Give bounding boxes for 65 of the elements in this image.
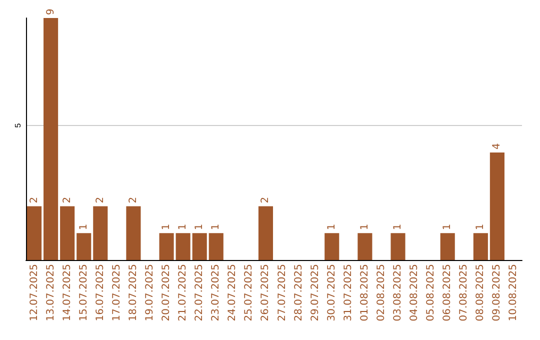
bar — [208, 233, 224, 260]
bar — [44, 18, 58, 260]
bar — [60, 206, 75, 260]
x-tick-label: 06.08.2025 — [442, 264, 454, 322]
x-tick-label: 23.07.2025 — [210, 264, 222, 322]
data-label: 2 — [94, 196, 106, 204]
x-tick-label: 17.07.2025 — [111, 264, 122, 322]
x-tick-label: 31.07.2025 — [342, 264, 354, 322]
x-tick-label: 20.07.2025 — [161, 264, 172, 322]
x-tick-label: 16.07.2025 — [94, 264, 106, 322]
bar — [490, 152, 504, 260]
data-label: 1 — [392, 224, 404, 230]
x-tick-label: 26.07.2025 — [260, 264, 272, 322]
x-tick-label: 01.08.2025 — [359, 264, 370, 322]
x-tick-label: 19.07.2025 — [144, 264, 156, 322]
bar — [126, 206, 141, 260]
data-label: 2 — [28, 196, 40, 204]
x-tick-label: 09.08.2025 — [492, 264, 503, 322]
data-label: 1 — [475, 224, 486, 230]
bar — [258, 206, 274, 260]
data-label: 1 — [194, 224, 206, 230]
x-tick-label: 03.08.2025 — [392, 264, 404, 322]
data-label: 1 — [78, 224, 90, 230]
x-tick-label: 29.07.2025 — [310, 264, 321, 322]
bar — [176, 233, 190, 260]
data-label: 2 — [62, 196, 73, 204]
x-tick-label: 21.07.2025 — [178, 264, 189, 322]
data-label: 1 — [210, 224, 222, 230]
y-tick-label: 5 — [14, 122, 22, 128]
data-label: 1 — [326, 224, 338, 230]
x-tick-label: 02.08.2025 — [376, 264, 387, 322]
data-label: 1 — [161, 224, 172, 230]
bar — [473, 233, 488, 260]
x-tick-label: 28.07.2025 — [293, 264, 304, 322]
bar — [390, 233, 406, 260]
data-label: 1 — [359, 224, 370, 230]
bar — [76, 233, 92, 260]
x-tick-label: 07.08.2025 — [458, 264, 470, 322]
data-label: 9 — [45, 8, 56, 15]
x-tick-label: 30.07.2025 — [326, 264, 338, 322]
x-tick-label: 24.07.2025 — [227, 264, 238, 322]
bar — [159, 233, 174, 260]
data-label: 4 — [492, 143, 503, 150]
x-tick-label: 13.07.2025 — [45, 264, 56, 322]
x-tick-label: 10.08.2025 — [508, 264, 520, 322]
bar — [192, 233, 207, 260]
x-tick-label: 15.07.2025 — [78, 264, 90, 322]
bar — [93, 206, 108, 260]
x-tick-label: 27.07.2025 — [276, 264, 288, 322]
bar — [324, 233, 340, 260]
x-tick-label: 05.08.2025 — [426, 264, 437, 322]
x-tick-label: 14.07.2025 — [62, 264, 73, 322]
data-label: 2 — [128, 196, 139, 204]
x-tick-label: 22.07.2025 — [194, 264, 206, 322]
bar — [26, 206, 42, 260]
data-label: 1 — [178, 224, 189, 230]
x-tick-label: 18.07.2025 — [128, 264, 139, 322]
x-tick-label: 12.07.2025 — [28, 264, 40, 322]
data-label: 1 — [442, 224, 454, 230]
bar — [358, 233, 372, 260]
bar — [440, 233, 455, 260]
x-tick-label: 04.08.2025 — [409, 264, 420, 322]
x-tick-label: 25.07.2025 — [244, 264, 255, 322]
x-tick-label: 08.08.2025 — [475, 264, 486, 322]
data-label: 2 — [260, 196, 272, 204]
